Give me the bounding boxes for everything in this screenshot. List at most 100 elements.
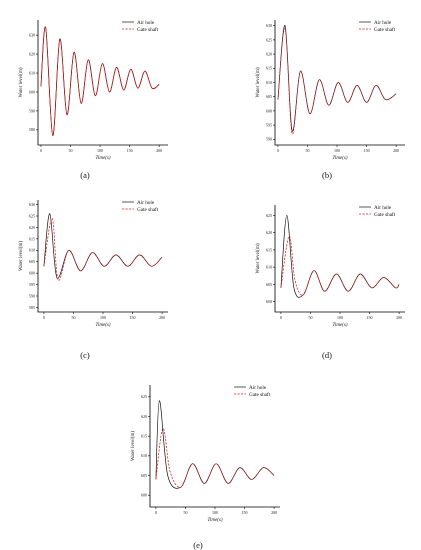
x-tick-label: 100 bbox=[337, 315, 343, 320]
x-tick-label: 200 bbox=[271, 510, 277, 515]
y-tick-label: 605 bbox=[266, 94, 272, 99]
y-tick-label: 590 bbox=[29, 108, 35, 113]
y-tick-label: 610 bbox=[29, 248, 35, 253]
y-tick-label: 630 bbox=[266, 23, 272, 28]
y-tick-label: 600 bbox=[141, 493, 147, 498]
x-tick-label: 0 bbox=[155, 510, 157, 515]
panel-label: (c) bbox=[80, 350, 90, 360]
x-tick-label: 150 bbox=[127, 148, 133, 153]
x-tick-label: 50 bbox=[71, 315, 75, 320]
y-tick-label: 600 bbox=[266, 299, 272, 304]
y-tick-label: 585 bbox=[29, 305, 35, 310]
x-tick-label: 150 bbox=[367, 315, 373, 320]
legend-label: Air hole bbox=[137, 20, 155, 26]
y-axis-label: Water level(m) bbox=[19, 67, 24, 97]
y-axis-label: Water level(m) bbox=[256, 243, 261, 273]
y-tick-label: 600 bbox=[29, 271, 35, 276]
legend-label: Air hole bbox=[137, 200, 155, 206]
x-tick-label: 0 bbox=[277, 148, 279, 153]
y-axis-label: Water level(m) bbox=[131, 431, 136, 461]
panel-label: (a) bbox=[80, 170, 90, 180]
series-line-gate-shaft bbox=[277, 28, 397, 135]
x-tick-label: 200 bbox=[156, 148, 162, 153]
y-tick-label: 580 bbox=[29, 127, 35, 132]
y-tick-label: 605 bbox=[29, 259, 35, 264]
panel-label: (b) bbox=[322, 170, 332, 180]
y-tick-label: 595 bbox=[29, 282, 35, 287]
x-tick-label: 200 bbox=[393, 148, 399, 153]
y-tick-label: 590 bbox=[266, 137, 272, 142]
x-axis-label: Time(s) bbox=[333, 156, 348, 161]
x-axis-label: Time(s) bbox=[333, 323, 348, 328]
series-line-air-hole bbox=[43, 213, 163, 279]
axis-lines bbox=[37, 200, 168, 313]
legend-label: Air hole bbox=[249, 385, 267, 391]
y-tick-label: 605 bbox=[141, 473, 147, 478]
x-tick-label: 50 bbox=[69, 148, 73, 153]
x-tick-label: 0 bbox=[280, 315, 282, 320]
axis-lines bbox=[37, 20, 168, 146]
y-tick-label: 625 bbox=[29, 213, 35, 218]
axis-lines bbox=[149, 385, 280, 508]
series-line-gate-shaft bbox=[43, 217, 163, 281]
x-tick-label: 0 bbox=[43, 315, 45, 320]
x-tick-label: 200 bbox=[159, 315, 165, 320]
x-axis-label: Time(s) bbox=[96, 323, 111, 328]
y-tick-label: 605 bbox=[266, 282, 272, 287]
y-tick-label: 630 bbox=[29, 202, 35, 207]
y-tick-label: 630 bbox=[29, 33, 35, 38]
y-tick-label: 610 bbox=[29, 70, 35, 75]
y-tick-label: 590 bbox=[29, 293, 35, 298]
x-axis-label: Time(s) bbox=[96, 156, 111, 161]
legend-label: Gate shaft bbox=[249, 391, 271, 398]
y-tick-label: 610 bbox=[141, 453, 147, 458]
y-tick-label: 625 bbox=[266, 213, 272, 218]
series-line-air-hole bbox=[40, 26, 160, 136]
x-axis-label: Time(s) bbox=[208, 518, 223, 523]
y-tick-label: 615 bbox=[29, 236, 35, 241]
y-axis-label: Water level(m) bbox=[256, 67, 261, 97]
x-tick-label: 150 bbox=[242, 510, 248, 515]
x-tick-label: 100 bbox=[100, 315, 106, 320]
panel-label: (d) bbox=[322, 350, 332, 360]
series-line-air-hole bbox=[280, 214, 400, 298]
x-tick-label: 150 bbox=[364, 148, 370, 153]
y-tick-label: 620 bbox=[266, 51, 272, 56]
y-tick-label: 620 bbox=[29, 225, 35, 230]
y-tick-label: 615 bbox=[141, 434, 147, 439]
legend-label: Air hole bbox=[374, 205, 392, 211]
legend-label: Air hole bbox=[374, 20, 392, 26]
x-tick-label: 50 bbox=[183, 510, 187, 515]
legend-label: Gate shaft bbox=[137, 26, 159, 33]
legend-label: Gate shaft bbox=[374, 211, 396, 218]
x-tick-label: 100 bbox=[334, 148, 340, 153]
chart-panel-4: 0 50 100 150 200 600 605 610 615 620 625 Time(s) Wat… bbox=[256, 205, 405, 360]
y-tick-label: 620 bbox=[29, 51, 35, 56]
y-tick-label: 625 bbox=[266, 37, 272, 42]
legend-label: Gate shaft bbox=[137, 206, 159, 213]
y-tick-label: 600 bbox=[266, 108, 272, 113]
y-tick-label: 620 bbox=[266, 230, 272, 235]
series-line-air-hole bbox=[155, 400, 275, 489]
series-line-gate-shaft bbox=[280, 235, 400, 296]
y-axis-label: Water level(m) bbox=[19, 241, 24, 271]
chart-panel-1: 0 50 100 150 200 580 590 600 610 620 630 Time(s) Wat… bbox=[19, 20, 168, 180]
axis-lines bbox=[274, 20, 405, 146]
x-tick-label: 100 bbox=[97, 148, 103, 153]
y-tick-label: 600 bbox=[29, 89, 35, 94]
y-tick-label: 625 bbox=[141, 394, 147, 399]
x-tick-label: 50 bbox=[306, 148, 310, 153]
chart-panel-3: 0 50 100 150 200 585 590 595 600 605 610 615 620 625 6… bbox=[19, 200, 168, 360]
y-tick-label: 620 bbox=[141, 414, 147, 419]
legend-label: Gate shaft bbox=[374, 26, 396, 33]
chart-panel-5: 0 50 100 150 200 600 605 610 615 620 625 Time(s) Wat… bbox=[131, 385, 280, 550]
y-tick-label: 610 bbox=[266, 265, 272, 270]
x-tick-label: 0 bbox=[40, 148, 42, 153]
y-tick-label: 610 bbox=[266, 80, 272, 85]
chart-panel-2: 0 50 100 150 200 590 595 600 605 610 615 620 625 630 T… bbox=[256, 20, 405, 180]
series-line-gate-shaft bbox=[155, 427, 275, 488]
axis-lines bbox=[274, 205, 405, 313]
x-tick-label: 150 bbox=[130, 315, 136, 320]
panel-label: (e) bbox=[193, 540, 203, 550]
